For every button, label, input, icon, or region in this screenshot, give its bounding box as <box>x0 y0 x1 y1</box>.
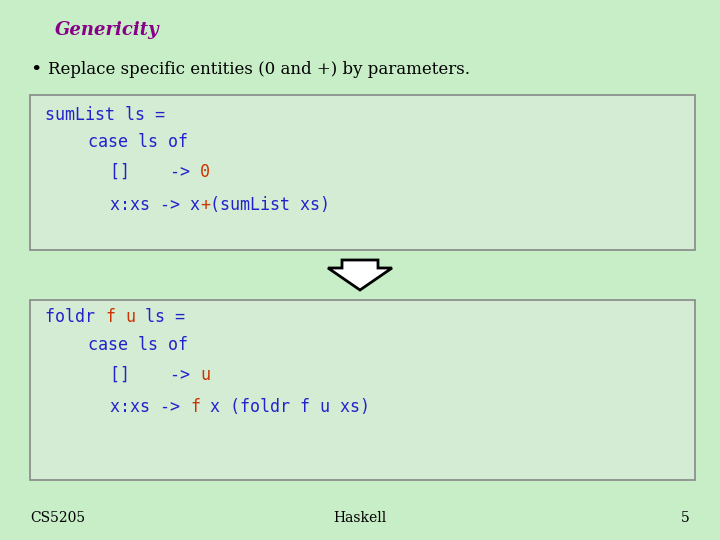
Text: ls =: ls = <box>135 308 185 326</box>
Text: Haskell: Haskell <box>333 511 387 525</box>
Bar <box>30 300 695 480</box>
Polygon shape <box>328 260 392 290</box>
Text: u: u <box>200 366 210 384</box>
Text: +: + <box>200 196 210 214</box>
Text: Replace specific entities (0 and +) by parameters.: Replace specific entities (0 and +) by p… <box>48 62 470 78</box>
Bar <box>30 95 695 250</box>
Text: case ls of: case ls of <box>88 133 188 151</box>
Text: x (foldr f u xs): x (foldr f u xs) <box>200 398 370 416</box>
Text: f: f <box>105 308 115 326</box>
Text: u: u <box>125 308 135 326</box>
Text: •: • <box>30 61 41 79</box>
Text: CS5205: CS5205 <box>30 511 85 525</box>
Text: sumList ls =: sumList ls = <box>45 106 165 124</box>
Text: []    ->: [] -> <box>110 163 200 181</box>
Text: foldr: foldr <box>45 308 105 326</box>
Text: (sumList xs): (sumList xs) <box>210 196 330 214</box>
Text: x:xs -> x: x:xs -> x <box>110 196 200 214</box>
Text: Genericity: Genericity <box>55 21 160 39</box>
Text: f: f <box>190 398 200 416</box>
Text: x:xs ->: x:xs -> <box>110 398 190 416</box>
Text: []    ->: [] -> <box>110 366 200 384</box>
Text: 5: 5 <box>681 511 690 525</box>
Text: case ls of: case ls of <box>88 336 188 354</box>
Text: 0: 0 <box>200 163 210 181</box>
